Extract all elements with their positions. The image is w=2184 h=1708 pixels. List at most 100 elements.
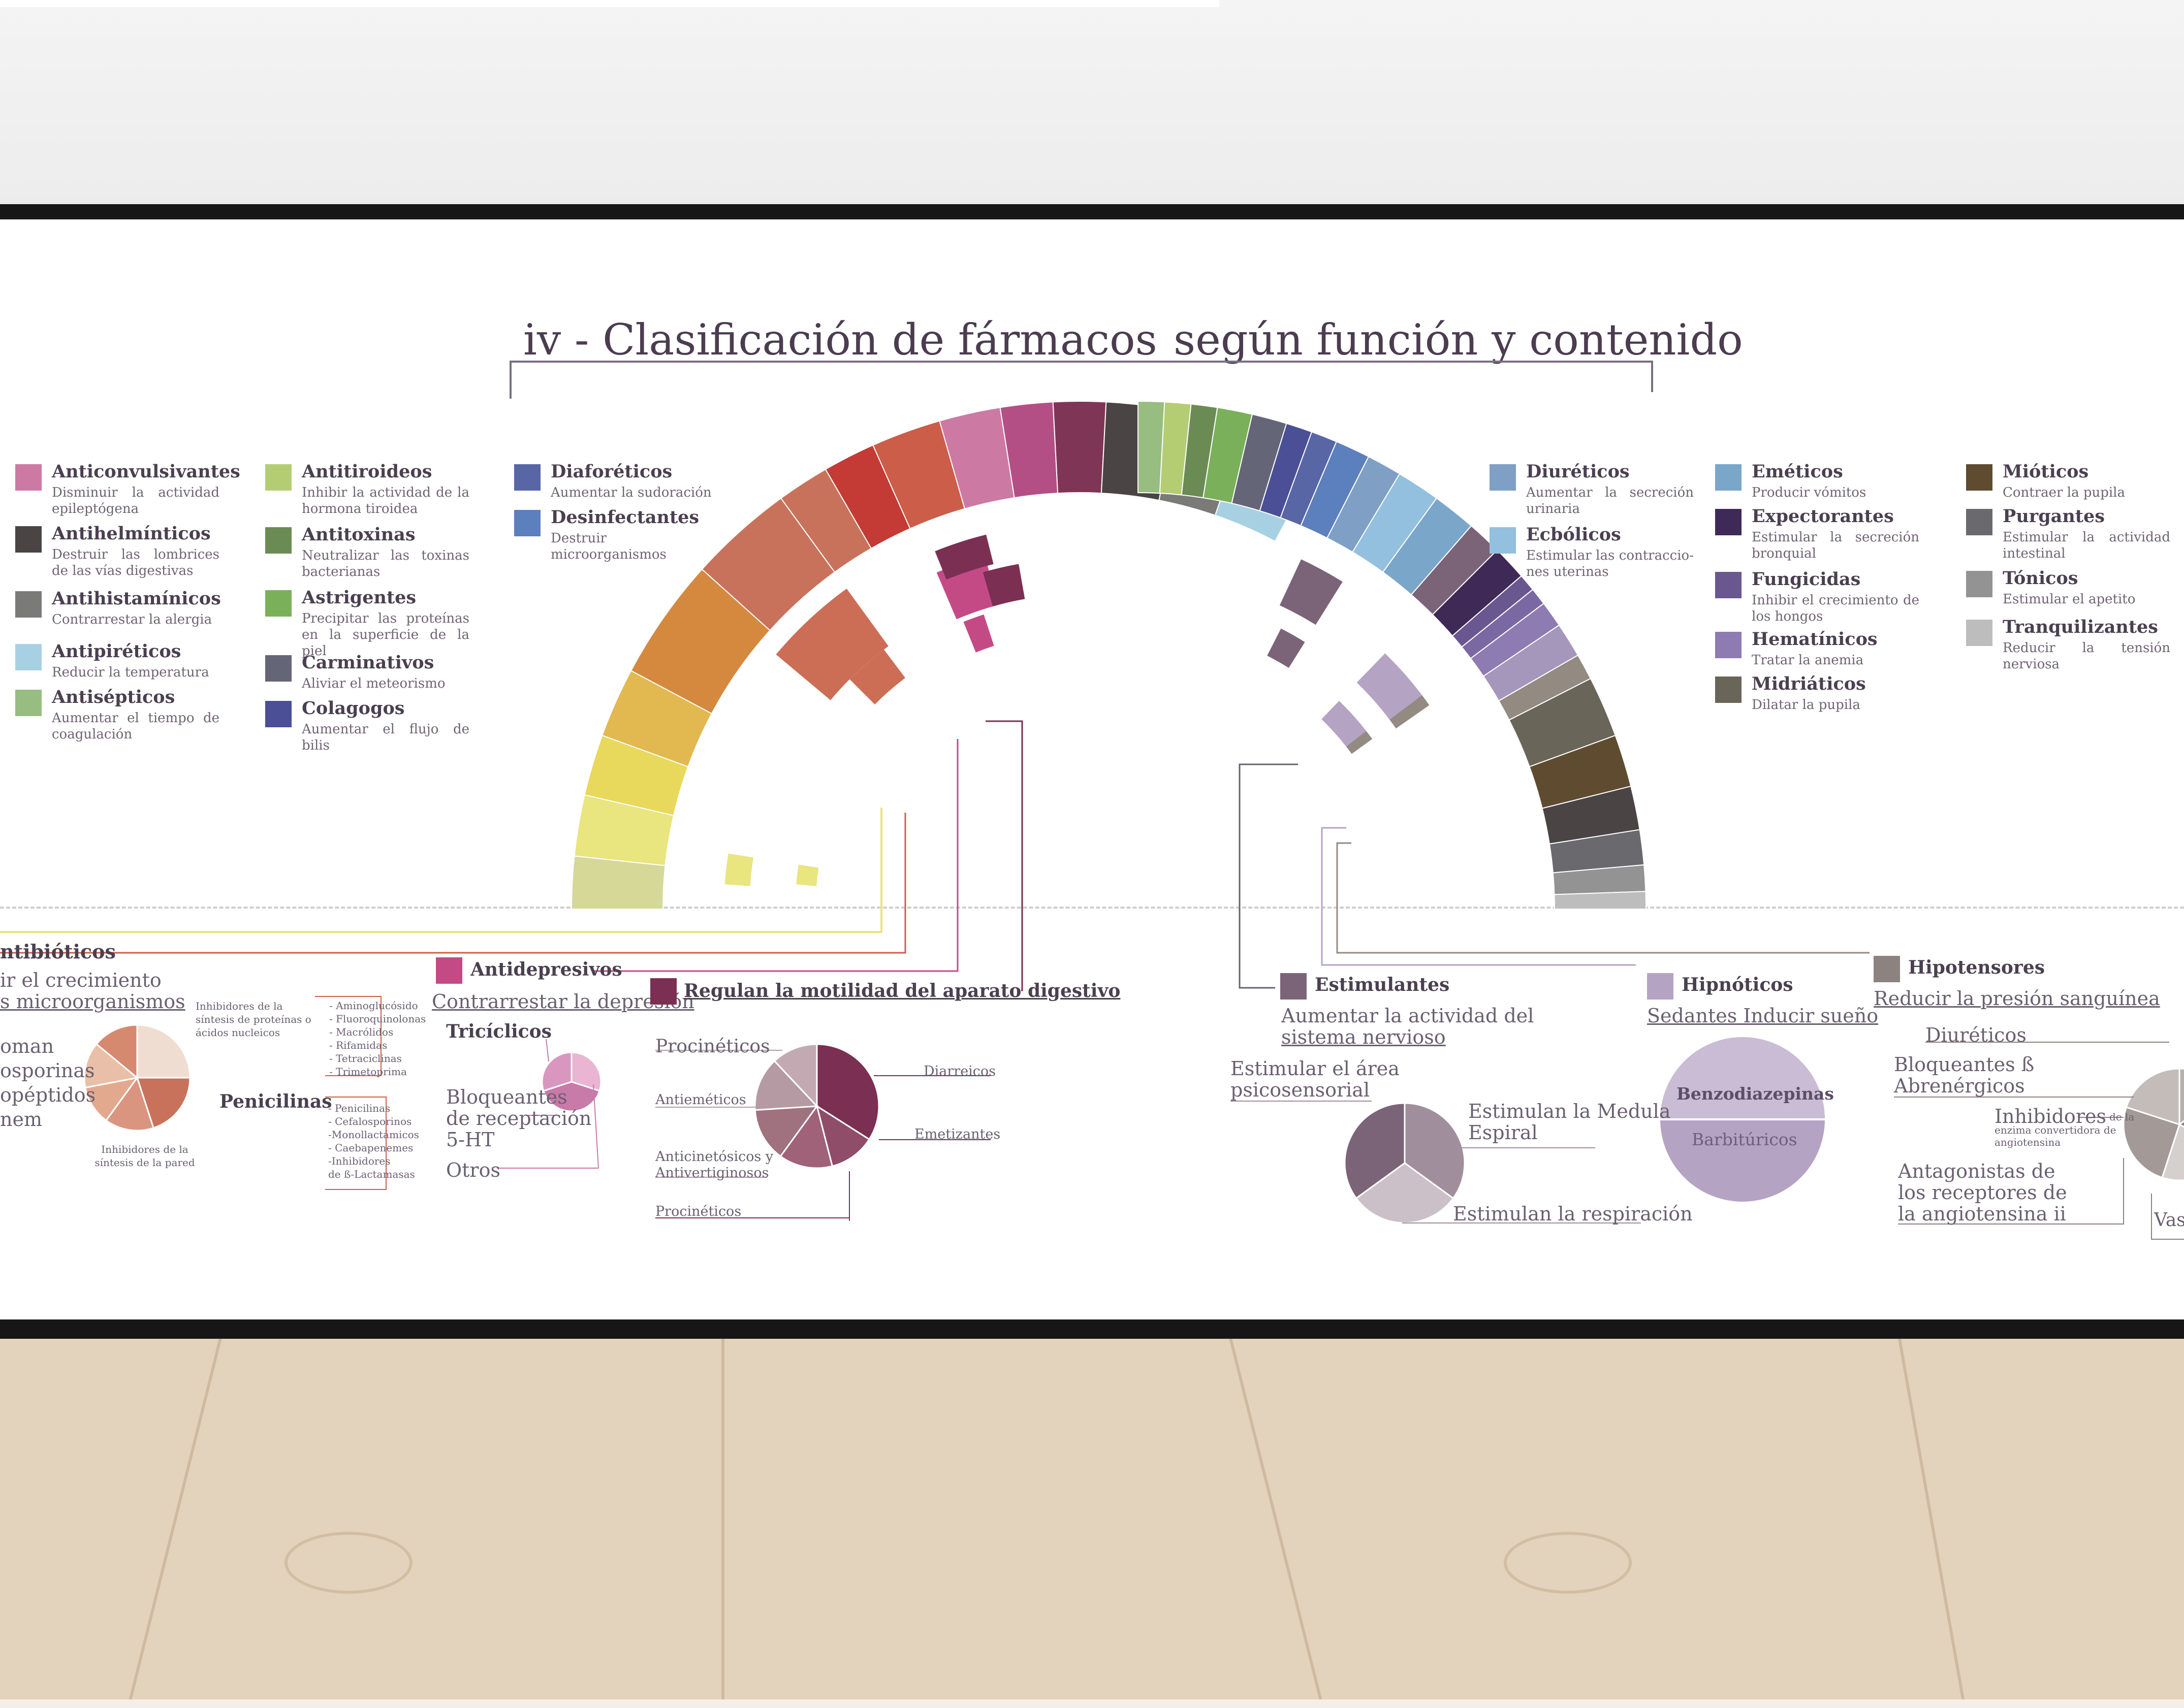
inner-yellow-block: [724, 853, 754, 886]
legend-swatch: [1490, 527, 1516, 554]
benzodiazepinas-label: Benzodiazepinas: [1676, 1084, 1834, 1104]
legend-desc: Aumentar la secreción urinaria: [1526, 485, 1694, 517]
label-leader-line: [497, 1084, 599, 1169]
legend-swatch: [265, 590, 292, 617]
legend-desc: Neutralizar las toxinas bacterianas: [302, 548, 469, 579]
frame-bottom-edge: [0, 1319, 2184, 1339]
estimulantes-a2: psicosensorial: [1230, 1079, 1370, 1101]
hipotensores-sub: Reducir la presión sanguínea: [1874, 987, 2160, 1010]
legend-name: Expectorantes: [1752, 506, 1894, 527]
label-leader-line: [325, 1097, 387, 1190]
legend-swatch: [265, 655, 292, 682]
digest-pie-slice: [773, 1043, 818, 1108]
estimulantes-a1: Estimular el área: [1230, 1057, 1400, 1080]
hipotensores-ant2: los receptores de: [1898, 1181, 2067, 1204]
legend-name: Diaforéticos: [551, 461, 673, 482]
legend-name: Antisépticos: [52, 687, 175, 707]
hipnoticos-swatch: [1647, 973, 1673, 1000]
antidepresivos-swatch: [436, 957, 462, 984]
list-item: - Trimetoprima: [329, 1066, 407, 1078]
inner-hipno-block-2: [1321, 700, 1367, 747]
legend-swatch: [1715, 509, 1742, 535]
legend-desc: Contrarrestar la alergia: [52, 612, 212, 627]
digest-pie-slice: [815, 1104, 871, 1167]
digestivo-item-1: Antieméticos: [655, 1092, 746, 1108]
digestivo-item-0: Procinéticos: [655, 1036, 770, 1057]
legend-swatch: [1715, 572, 1742, 598]
list-item: - Cefalosporinos: [328, 1115, 412, 1127]
antidepresivos-title: Antidepresivos: [470, 959, 622, 980]
estimulantes-c: Estimulan la respiración: [1453, 1203, 1693, 1225]
hipotensores-ant1: Antagonistas de: [1898, 1160, 2055, 1182]
hipot-pie-slice: [2178, 1068, 2184, 1126]
digestivo-item-3: Antivertiginosos: [655, 1165, 769, 1181]
antibiotic-pie-slice: [83, 1043, 139, 1089]
estim-pie-slice: [1344, 1102, 1406, 1200]
connector-antidep: [594, 739, 959, 972]
wall-background: [0, 0, 2184, 213]
antibiotic-pie-slice: [136, 1024, 191, 1079]
legend-desc: Tratar la anemia: [1752, 653, 1864, 668]
label-leader-line: [2151, 1194, 2184, 1240]
hipotensores-diureticos: Diuréticos: [1925, 1024, 2027, 1046]
hipotensores-inh1b: de la: [2109, 1111, 2135, 1123]
title-left: iv - Clasificación de fármacos: [523, 315, 1157, 365]
legend-swatch: [1966, 464, 1992, 491]
hipotensores-swatch: [1874, 956, 1900, 982]
hipotensores-inh3: angiotensina: [1995, 1136, 2061, 1148]
list-item: - Tetraciclinas: [329, 1052, 402, 1065]
legend-swatch: [1715, 676, 1742, 703]
estimulantes-b1: Estimulan la Medula: [1468, 1100, 1671, 1122]
legend-desc: Estimular la secreción bronquial: [1752, 530, 1919, 561]
hipotensores-bloq2: Abrenérgicos: [1894, 1075, 2025, 1097]
inner-estim-block: [1279, 559, 1343, 625]
digestivo-item-4: Procinéticos: [655, 1204, 742, 1219]
estimulantes-title: Estimulantes: [1315, 974, 1450, 995]
antibiotic-pie-slice: [105, 1076, 155, 1132]
legend-desc: Destruir microorganismos: [551, 531, 667, 562]
connector-yellow: [0, 808, 882, 933]
bloqueantes-label-2: de receptación: [446, 1107, 592, 1130]
barbituricos-label: Barbitúricos: [1692, 1130, 1797, 1149]
legend-desc: Producir vómitos: [1752, 485, 1866, 500]
legend-name: Antitoxinas: [302, 524, 416, 545]
inner-hipno-edge: [1389, 695, 1430, 729]
legend-name: Hematínicos: [1752, 629, 1878, 650]
legend-name: Tranquilizantes: [2003, 617, 2159, 637]
digestivo-item-6: Emetizantes: [914, 1126, 1001, 1142]
bloqueantes-label-1: Bloqueantes: [446, 1086, 567, 1108]
antibioticos-item-2: opéptidos: [0, 1084, 96, 1106]
inner-antidep-block-2: [963, 614, 994, 653]
label-leader-line: [315, 996, 382, 1076]
bloqueantes-label-3: 5-HT: [446, 1129, 495, 1151]
estimulantes-swatch: [1280, 973, 1307, 1000]
legend-swatch: [1966, 509, 1992, 535]
antidep-pie-slice: [542, 1081, 601, 1112]
legend-desc: Inhibir el crecimiento de los hongos: [1752, 593, 1919, 624]
legend-desc: Aumentar el tiempo de coagulación: [52, 711, 219, 742]
legend-swatch: [265, 527, 292, 554]
hipnoticos-title: Hipnóticos: [1682, 974, 1793, 995]
legend-swatch: [265, 701, 292, 727]
legend-swatch: [514, 510, 541, 536]
legend-name: Purgantes: [2003, 506, 2105, 527]
legend-name: Carminativos: [302, 652, 434, 673]
legend-swatch: [15, 591, 42, 618]
legend-name: Anticonvulsivantes: [52, 461, 240, 482]
legend-name: Desinfectantes: [551, 507, 700, 528]
legend-desc: Reducir la temperatura: [52, 665, 209, 680]
connector-antibiotic: [0, 813, 906, 954]
otros-label: Otros: [446, 1159, 500, 1181]
legend-name: Tónicos: [2003, 568, 2078, 589]
list-item: de ß-Lactamasas: [328, 1168, 415, 1180]
connector-digest: [986, 720, 1023, 991]
antidep-pie-slice: [541, 1051, 573, 1092]
connector-hipot: [1336, 842, 1870, 954]
title-bracket: [510, 361, 1653, 399]
digest-pie-slice: [754, 1105, 819, 1157]
label-leader-line: [1898, 1158, 2124, 1224]
legend-desc: Reducir la tensión nerviosa: [2003, 640, 2170, 672]
legend-name: Mióticos: [2003, 461, 2089, 482]
hipotensores-inh1: Inhibidores: [1995, 1105, 2106, 1127]
antibioticos-sub1: ir el crecimiento: [0, 969, 162, 991]
